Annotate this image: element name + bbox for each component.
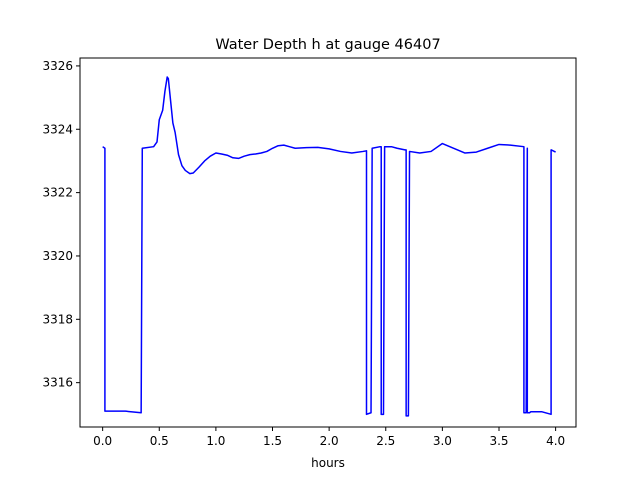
y-tick-label: 3318 xyxy=(42,312,73,326)
x-tick-label: 0.5 xyxy=(150,434,169,448)
x-axis-label: hours xyxy=(311,456,345,470)
x-tick-label: 3.5 xyxy=(489,434,508,448)
x-tick-label: 2.0 xyxy=(320,434,339,448)
x-tick-label: 1.5 xyxy=(263,434,282,448)
plot-area xyxy=(80,58,576,427)
x-tick-label: 3.0 xyxy=(433,434,452,448)
chart-title: Water Depth h at gauge 46407 xyxy=(215,37,440,53)
x-tick-label: 0.0 xyxy=(93,434,112,448)
x-axis: 0.0 0.5 1.0 1.5 2.0 2.5 3.0 3.5 4.0 xyxy=(93,427,565,448)
plot-frame xyxy=(79,57,577,428)
series-line-water-depth xyxy=(102,76,556,417)
y-tick-label: 3324 xyxy=(42,122,73,136)
x-tick-label: 2.5 xyxy=(376,434,395,448)
y-tick-label: 3322 xyxy=(42,186,73,200)
x-tick-label: 4.0 xyxy=(546,434,565,448)
y-tick-label: 3316 xyxy=(42,376,73,390)
y-tick-label: 3326 xyxy=(42,59,73,73)
y-axis: 3316 3318 3320 3322 3324 3326 xyxy=(42,59,80,390)
x-tick-label: 1.0 xyxy=(206,434,225,448)
series-layer xyxy=(102,76,556,417)
y-tick-label: 3320 xyxy=(42,249,73,263)
